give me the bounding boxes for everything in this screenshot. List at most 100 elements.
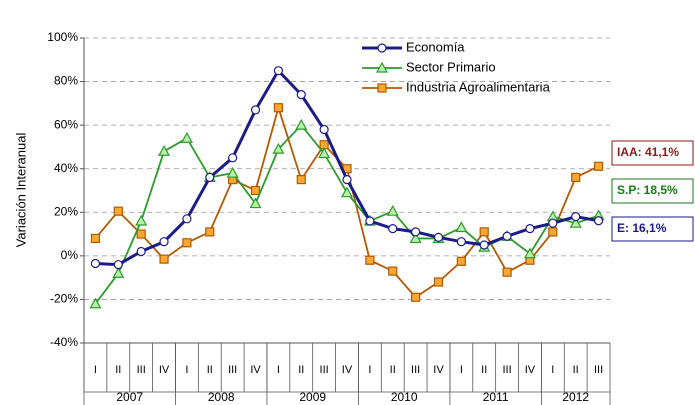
y-tick-label: 40%	[54, 161, 78, 175]
x-tick-label: III	[228, 364, 237, 376]
point	[433, 277, 444, 287]
point	[502, 231, 512, 241]
point	[571, 172, 581, 183]
point	[319, 124, 329, 135]
point	[249, 197, 262, 209]
x-group-label: 2010	[391, 390, 418, 404]
point	[342, 175, 352, 185]
point	[89, 297, 102, 309]
point	[455, 221, 468, 233]
x-tick-label: II	[298, 364, 304, 376]
point	[340, 186, 354, 198]
annotation-box	[611, 216, 694, 242]
x-tick-label: I	[460, 364, 463, 376]
x-tick-label: III	[320, 364, 329, 376]
x-tick-label: IV	[525, 364, 536, 376]
point	[158, 145, 171, 156]
point	[433, 232, 444, 242]
x-tick-label: III	[137, 364, 146, 376]
x-tick-label: I	[185, 364, 188, 376]
point	[250, 105, 261, 115]
point	[272, 142, 285, 154]
point	[228, 153, 238, 163]
point	[388, 224, 398, 234]
x-group-label: 2009	[299, 390, 326, 404]
point	[548, 227, 558, 237]
x-tick-label: II	[481, 364, 487, 376]
x-tick-label: IV	[433, 364, 444, 376]
point	[113, 206, 123, 216]
point	[523, 247, 536, 259]
x-tick-label: III	[411, 364, 420, 376]
point	[409, 232, 422, 244]
y-tick-label: -20%	[50, 292, 78, 306]
point	[273, 103, 283, 113]
x-tick-label: III	[503, 364, 512, 376]
point	[502, 267, 512, 277]
annotation: IAA: 41,1%	[617, 145, 679, 159]
point	[113, 259, 123, 270]
y-tick-label: 80%	[54, 74, 78, 88]
point	[411, 292, 421, 302]
annotation-box	[611, 140, 694, 166]
point	[386, 204, 399, 216]
point	[205, 227, 215, 237]
point	[226, 166, 239, 178]
point	[569, 216, 582, 228]
annotation: E: 16,1%	[617, 221, 667, 235]
point	[593, 161, 604, 171]
series-line	[94, 123, 599, 305]
x-tick-label: I	[551, 364, 554, 376]
y-tick-label: -40%	[50, 335, 78, 349]
legend-marker	[377, 43, 387, 53]
legend-label: Sector Primario	[406, 59, 496, 74]
point	[365, 255, 375, 265]
point	[593, 216, 604, 226]
point	[182, 238, 192, 248]
point	[250, 185, 261, 196]
y-axis-label: Variación Interanual	[13, 133, 28, 248]
point	[456, 256, 466, 266]
y-tick-label: 100%	[47, 30, 78, 44]
x-tick-label: III	[594, 364, 603, 376]
x-tick-label: IV	[159, 364, 170, 376]
point	[479, 227, 489, 237]
point	[205, 172, 215, 183]
point	[182, 214, 192, 224]
x-group-label: 2011	[483, 390, 509, 404]
annotation: S.P: 18,5%	[617, 183, 678, 197]
y-tick-label: 60%	[54, 117, 78, 131]
x-tick-label: II	[207, 364, 213, 376]
legend-label: Economía	[406, 39, 465, 54]
point	[411, 227, 421, 237]
point	[296, 90, 306, 100]
point	[365, 216, 375, 226]
y-tick-label: 20%	[54, 204, 78, 218]
point	[136, 246, 146, 257]
x-tick-label: I	[277, 364, 280, 376]
point	[296, 175, 306, 185]
point	[135, 214, 148, 226]
point	[388, 266, 398, 276]
point	[479, 240, 489, 250]
point	[318, 147, 331, 159]
point	[112, 267, 125, 278]
x-tick-label: I	[368, 364, 371, 376]
point	[525, 224, 535, 234]
point	[295, 118, 308, 130]
x-tick-label: IV	[342, 364, 353, 376]
x-group-label: 2012	[562, 390, 589, 404]
x-tick-label: II	[390, 364, 396, 376]
point	[90, 233, 101, 244]
y-tick-label: 0%	[61, 248, 79, 262]
annotation-box	[611, 178, 694, 204]
point	[571, 212, 581, 222]
x-group-label: 2008	[208, 390, 235, 404]
point	[273, 66, 283, 76]
point	[136, 229, 146, 239]
point	[456, 237, 466, 247]
x-tick-label: I	[94, 364, 97, 376]
point	[159, 237, 169, 247]
point	[180, 131, 193, 143]
x-tick-label: II	[115, 364, 121, 376]
